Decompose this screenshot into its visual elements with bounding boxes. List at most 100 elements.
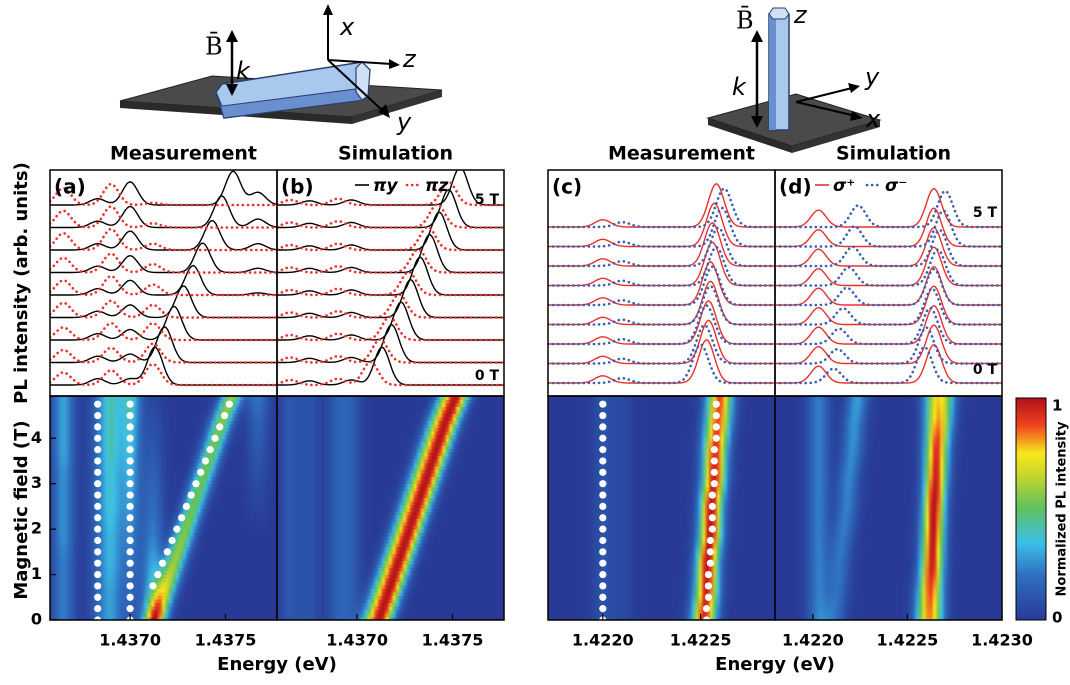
heatmap-row [50,427,277,432]
spectrum [50,346,277,386]
heatmap-row [548,413,775,418]
heatmap-row [277,577,504,582]
peak-dot [704,570,713,579]
heatmap-row [775,486,1002,491]
x-tick-label: 1.4220 [782,631,844,650]
field-label: 0 T [475,368,500,384]
panel-label: (b) [281,175,314,199]
peak-dot [126,593,134,601]
peak-dot [599,502,607,511]
heatmap-row [277,605,504,610]
heatmap-row [50,500,277,505]
spectra-frame [547,169,776,397]
heatmap-row [548,420,775,425]
heatmap-row [277,525,504,530]
x-tick-label: 1.4225 [670,631,732,650]
heatmap-row [775,539,1002,544]
heatmap-row [775,441,1002,446]
peak-dot [126,502,134,511]
spectrum [50,219,277,251]
peak-dot [704,582,713,590]
heatmap-row [775,493,1002,498]
heatmap-row [775,483,1002,488]
heatmap-row [548,602,775,607]
panel-label: (c) [552,175,582,199]
x-tick-label: 1.4375 [422,631,484,650]
peak-dot [178,514,186,522]
peak-dot [599,593,607,601]
peak-dot [599,400,607,408]
spectrum [775,267,1002,307]
spectrum [50,362,277,387]
heatmap-row [548,472,775,477]
heatmap-row [277,434,504,439]
heatmap-row [548,416,775,421]
panel-title: Simulation [836,143,951,165]
heatmap-row [775,476,1002,481]
peak-dot [599,491,607,499]
heatmap-row [548,574,775,579]
heatmap-row [775,490,1002,495]
peak-dot [708,514,716,522]
schematic-vertical: B̄ z k y x [706,1,882,153]
peak-dot [599,446,607,454]
heatmap-row [548,497,775,502]
heatmap-row [548,500,775,505]
spectrum [50,170,277,206]
x-label: x [865,105,881,133]
heatmap-row [50,546,277,551]
spectrum [277,301,504,341]
heatmap-row [548,399,775,404]
spectrum [277,293,504,319]
heatmap-row [548,479,775,484]
heatmap-row [50,521,277,526]
heatmap-row [775,430,1002,435]
heatmap-row [277,563,504,568]
heatmap-row [548,518,775,523]
heatmap-row [548,427,775,432]
heatmap-row [548,465,775,470]
heatmap-row [277,539,504,544]
heatmap-row [277,532,504,537]
heatmap-row [548,423,775,428]
heatmap-row [277,423,504,428]
spectrum [775,326,1002,365]
heatmap-row [50,602,277,607]
spectrum [277,338,504,364]
peak-dot [708,525,716,533]
heatmap-row [548,563,775,568]
heatmap-row [50,462,277,467]
heatmap-row [277,497,504,502]
peak-dot [599,559,607,567]
heatmap-row [775,406,1002,411]
spectrum [50,274,277,297]
spectrum [277,324,504,364]
peak-dot [94,423,102,431]
heatmap-row [277,451,504,456]
heatmap-row [277,406,504,411]
heatmap-row [50,528,277,533]
heatmap-row [775,546,1002,551]
peak-dot [94,434,102,442]
spectrum [775,209,1002,248]
spectrum [548,339,775,384]
peak-dot [126,525,134,533]
panel-title: Simulation [338,143,453,165]
map-frame [276,395,505,621]
peak-dot [126,411,134,420]
heatmap-row [50,420,277,425]
heatmap-row [50,595,277,600]
heatmap-row [50,434,277,439]
heatmap-row [50,423,277,428]
heatmap-row [775,437,1002,442]
heatmap-row [277,413,504,418]
heatmap-row [548,598,775,603]
heatmap-row [548,511,775,516]
heatmap-row [548,535,775,540]
heatmap-row [50,591,277,596]
heatmap-row [50,542,277,547]
peak-dot [712,434,720,442]
heatmap-row [775,598,1002,603]
peak-dot [710,457,718,465]
